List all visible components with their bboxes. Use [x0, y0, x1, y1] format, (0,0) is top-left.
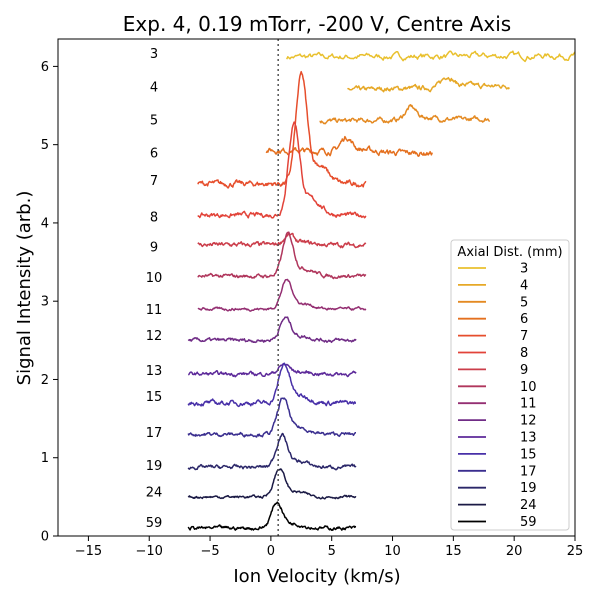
legend-label-15: 15 — [520, 447, 537, 462]
x-tick-label: 20 — [506, 544, 523, 559]
row-label-24: 24 — [146, 485, 163, 500]
row-label-13: 13 — [146, 364, 163, 379]
series-line-17 — [187, 397, 357, 438]
series-line-7 — [197, 70, 367, 189]
row-label-17: 17 — [146, 426, 163, 441]
series-line-15 — [187, 362, 357, 408]
series-line-59 — [187, 501, 357, 531]
x-tick-label: 25 — [567, 544, 584, 559]
series-line-5 — [319, 104, 491, 125]
x-axis-label: Ion Velocity (km/s) — [233, 566, 400, 587]
row-label-15: 15 — [146, 390, 163, 405]
y-tick-label: 0 — [41, 530, 49, 545]
legend-label-5: 5 — [520, 295, 528, 310]
y-tick-label: 2 — [41, 373, 49, 388]
legend-label-10: 10 — [520, 380, 537, 395]
row-label-59: 59 — [146, 516, 163, 531]
plot-frame — [57, 38, 576, 537]
row-label-3: 3 — [150, 47, 158, 62]
row-label-6: 6 — [150, 146, 158, 161]
legend-label-11: 11 — [520, 397, 537, 412]
series-line-9 — [197, 232, 367, 249]
legend-label-7: 7 — [520, 329, 528, 344]
series-line-13 — [187, 362, 357, 378]
y-tick-label: 6 — [41, 60, 49, 75]
legend-label-3: 3 — [520, 262, 528, 277]
legend-label-19: 19 — [520, 481, 537, 496]
series-line-3 — [286, 50, 576, 63]
x-tick-label: −5 — [200, 544, 219, 559]
y-axis-ticks: 0 1 2 3 4 5 6 — [41, 60, 58, 545]
chart-title: Exp. 4, 0.19 mTorr, -200 V, Centre Axis — [123, 12, 511, 36]
y-tick-label: 3 — [41, 295, 49, 310]
row-label-19: 19 — [146, 459, 163, 474]
y-tick-label: 5 — [41, 138, 49, 153]
legend-label-6: 6 — [520, 312, 528, 327]
row-label-11: 11 — [146, 303, 163, 318]
legend-label-17: 17 — [520, 464, 537, 479]
legend-label-59: 59 — [520, 515, 537, 530]
x-tick-label: −10 — [136, 544, 163, 559]
row-label-10: 10 — [146, 271, 163, 286]
row-label-9: 9 — [150, 240, 158, 255]
y-tick-label: 1 — [41, 451, 49, 466]
series-line-19 — [187, 432, 357, 471]
series-line-6 — [265, 135, 433, 157]
row-label-8: 8 — [150, 211, 158, 226]
series-line-8 — [197, 121, 367, 219]
legend-title: Axial Dist. (mm) — [457, 245, 562, 260]
series-line-10 — [197, 231, 367, 280]
x-tick-label: 0 — [267, 544, 275, 559]
y-tick-label: 4 — [41, 216, 49, 231]
row-label-4: 4 — [150, 81, 158, 96]
legend-label-12: 12 — [520, 414, 537, 429]
row-label-7: 7 — [150, 174, 158, 189]
x-tick-label: 5 — [328, 544, 336, 559]
row-label-5: 5 — [150, 114, 158, 129]
legend-label-4: 4 — [520, 278, 528, 293]
row-label-12: 12 — [146, 329, 163, 344]
legend-frame — [450, 239, 570, 531]
series-line-24 — [187, 468, 357, 500]
x-tick-label: −15 — [75, 544, 102, 559]
x-tick-label: 15 — [445, 544, 462, 559]
legend-label-24: 24 — [520, 498, 537, 513]
x-tick-label: 10 — [384, 544, 401, 559]
legend-label-8: 8 — [520, 346, 528, 361]
x-axis-ticks: −15 −10 −5 0 5 10 15 20 25 — [75, 536, 584, 559]
legend-label-9: 9 — [520, 363, 528, 378]
series-line-12 — [187, 316, 357, 344]
legend-label-13: 13 — [520, 431, 537, 446]
series-line-11 — [197, 278, 367, 312]
series-row-labels: 3 4 5 6 7 8 9 10 11 12 13 15 17 19 24 59 — [146, 47, 163, 531]
y-axis-label: Signal Intensity (arb.) — [14, 191, 35, 386]
series-curves — [187, 50, 576, 531]
series-line-4 — [347, 76, 510, 93]
